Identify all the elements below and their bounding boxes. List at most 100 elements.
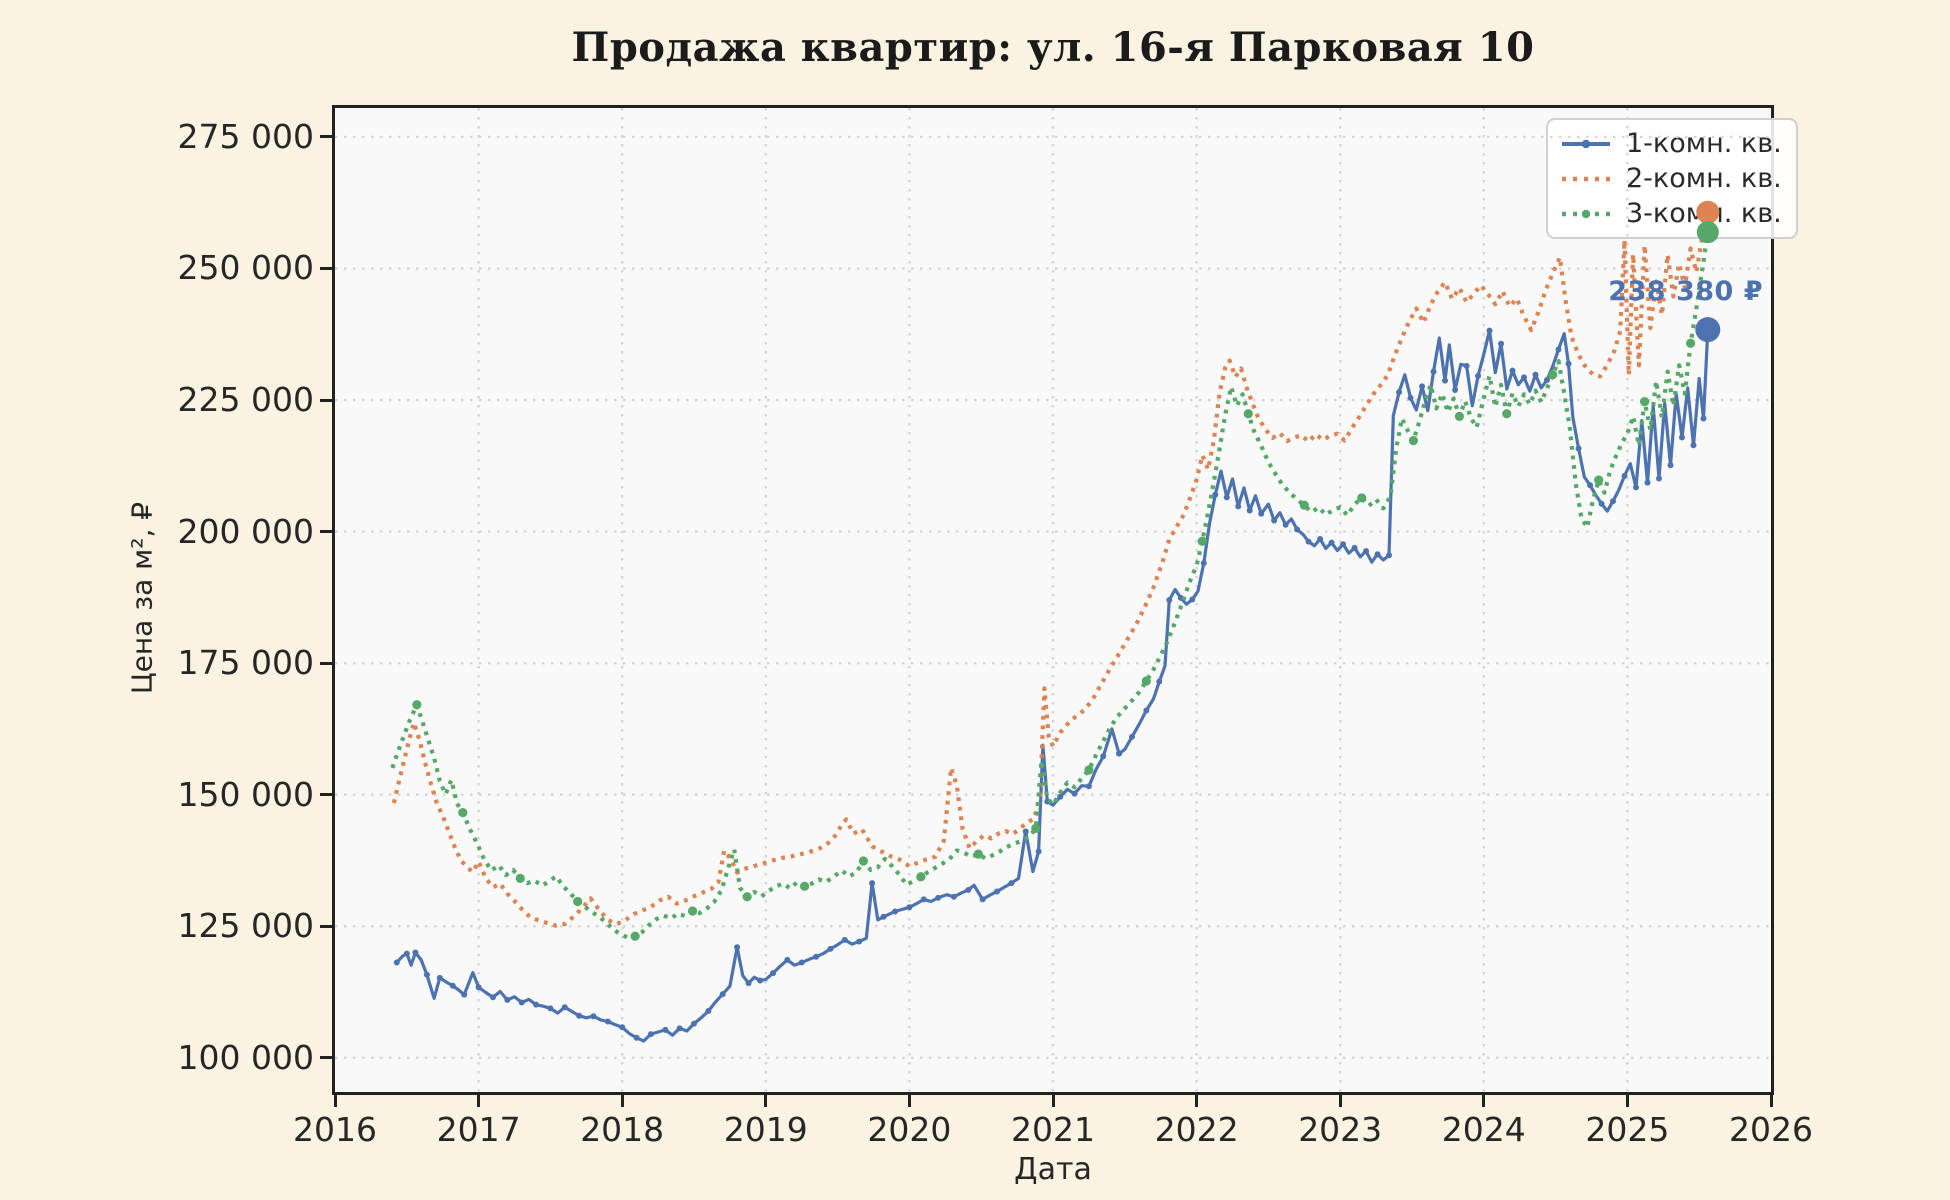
series-point-marker [1509, 367, 1516, 374]
x-tick-mark [1195, 1095, 1199, 1107]
series-point-marker [1258, 510, 1265, 517]
series-point-marker [1463, 362, 1470, 369]
series-point-marker [1475, 372, 1482, 379]
series-point-marker [799, 881, 810, 891]
y-tick-label: 250 000 [177, 248, 314, 288]
legend: 1-комн. кв. 2-комн. кв. 3-комн. кв. [1546, 118, 1798, 239]
series-point-marker [827, 945, 834, 952]
series-point-marker [769, 970, 776, 977]
series-point-marker [515, 873, 525, 883]
series-point-marker [1340, 541, 1347, 548]
series-point-marker [1317, 535, 1324, 542]
series-point-marker [1386, 552, 1393, 559]
series-point-marker [1521, 374, 1528, 381]
series-point-marker [742, 892, 752, 902]
x-tick-label: 2018 [580, 1110, 665, 1149]
series-point-marker [687, 906, 698, 916]
series-point-marker [1351, 544, 1358, 551]
series-point-marker [1116, 750, 1123, 757]
x-tick-label: 2026 [1729, 1110, 1813, 1149]
series-point-marker [1235, 503, 1242, 510]
y-tick-mark [320, 1056, 332, 1060]
series-point-marker [458, 807, 468, 818]
x-tick-label: 2017 [436, 1110, 521, 1149]
series-point-marker [518, 999, 525, 1006]
y-tick-mark [320, 266, 332, 270]
series-point-marker [630, 931, 640, 941]
series-point-marker [745, 980, 752, 987]
series-point-marker [633, 1034, 640, 1041]
series-point-marker [935, 894, 942, 901]
series-point-marker [1655, 475, 1662, 482]
series-point-marker [813, 953, 820, 960]
series-point-marker [1305, 538, 1312, 545]
series-point-marker [1022, 828, 1029, 835]
series-point-marker [423, 971, 430, 978]
series-point-marker [449, 982, 456, 989]
series-point-marker [1555, 346, 1562, 353]
series-point-marker [1212, 491, 1219, 498]
series-point-marker [1085, 783, 1092, 790]
x-tick-label: 2024 [1441, 1110, 1526, 1149]
series-point-marker [892, 908, 899, 915]
series-point-marker [1621, 472, 1628, 479]
series-point-marker [1598, 500, 1605, 507]
legend-label-2room: 2-комн. кв. [1626, 163, 1782, 194]
chart-canvas [335, 108, 1771, 1092]
series-end-marker-1room [1695, 317, 1721, 343]
legend-item-2room: 2-комн. кв. [1560, 162, 1782, 195]
series-point-marker [1633, 484, 1640, 491]
series-point-marker [1008, 880, 1015, 887]
series-point-marker [475, 984, 482, 991]
x-tick-mark [620, 1095, 624, 1107]
series-point-marker [734, 944, 741, 951]
series-point-marker [403, 950, 410, 957]
legend-line-dotted-dot-icon [1562, 209, 1610, 218]
plot-area [332, 105, 1774, 1095]
y-tick-mark [320, 398, 332, 402]
legend-line-dotted-icon [1562, 176, 1610, 181]
series-line-3room [390, 231, 1710, 940]
series-point-marker [1271, 517, 1278, 524]
chart-title: Продажа квартир: ул. 16-я Парковая 10 [571, 24, 1535, 71]
series-point-marker [1100, 753, 1107, 760]
series-point-marker [1640, 397, 1650, 407]
series-point-marker [1396, 389, 1403, 396]
series-point-marker [1282, 521, 1289, 528]
x-axis-label: Дата [1014, 1152, 1092, 1187]
series-point-marker [1243, 409, 1253, 419]
y-tick-mark [320, 135, 332, 139]
x-tick-mark [1625, 1095, 1629, 1107]
series-point-marker [1594, 475, 1604, 485]
series-point-marker [1690, 442, 1697, 449]
x-tick-mark [1051, 1095, 1055, 1107]
y-tick-label: 150 000 [177, 774, 314, 814]
series-point-marker [841, 936, 848, 943]
x-tick-label: 2019 [723, 1110, 808, 1149]
series-point-marker [1700, 415, 1707, 422]
series-point-marker [1644, 479, 1651, 486]
series-point-marker [547, 1005, 554, 1012]
series-point-marker [719, 991, 726, 998]
series-point-marker [757, 977, 764, 984]
series-point-marker [604, 1018, 611, 1025]
y-tick-label: 275 000 [177, 116, 314, 156]
series-point-marker [533, 1001, 540, 1008]
series-point-marker [1294, 526, 1301, 533]
series-point-marker [1430, 368, 1437, 375]
series-point-marker [1156, 678, 1163, 685]
series-end-marker-2room [1696, 200, 1720, 224]
y-tick-mark [320, 924, 332, 928]
series-point-marker [1565, 360, 1572, 367]
series-point-marker [1035, 848, 1042, 855]
series-point-marker [1678, 434, 1685, 441]
series-line-2room [391, 211, 1710, 928]
series-point-marker [1575, 445, 1582, 452]
x-tick-mark [907, 1095, 911, 1107]
x-tick-label: 2025 [1585, 1110, 1670, 1149]
x-tick-mark [764, 1095, 768, 1107]
y-axis-label: Цена за м², ₽ [125, 501, 159, 695]
series-point-marker [1548, 370, 1558, 380]
x-tick-label: 2016 [293, 1110, 377, 1149]
x-tick-mark [333, 1095, 337, 1107]
